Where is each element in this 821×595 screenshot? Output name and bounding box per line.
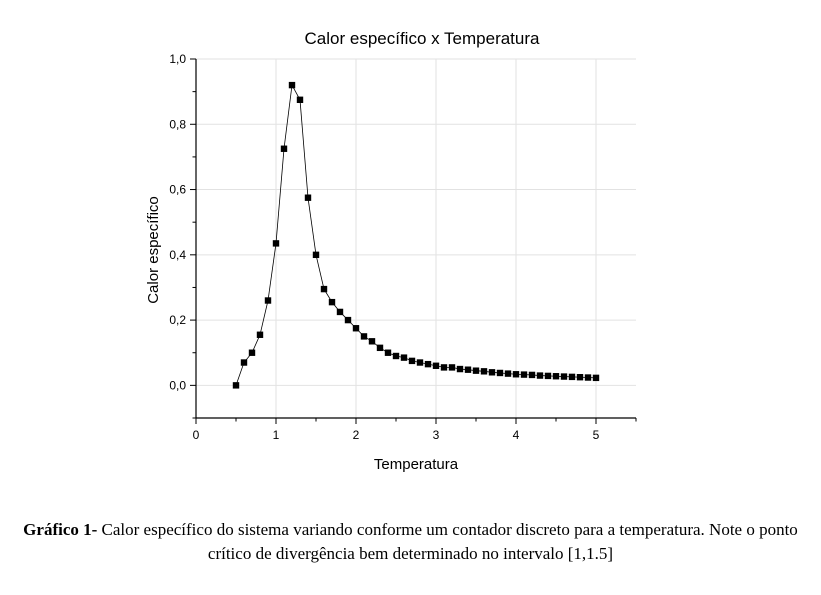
data-point-18 — [376, 344, 384, 352]
caption-label: Gráfico 1- — [23, 520, 98, 539]
data-point-38 — [536, 372, 544, 379]
data-point-29 — [464, 366, 472, 373]
data-point-15 — [352, 325, 360, 332]
x-tick-label-2: 2 — [353, 428, 360, 442]
data-point-8 — [296, 96, 304, 103]
data-point-2 — [248, 349, 256, 356]
y-tick-label-4: 0,8 — [169, 117, 186, 131]
axes — [195, 59, 636, 419]
data-point-40 — [552, 373, 560, 380]
data-point-35 — [512, 371, 520, 378]
data-point-11 — [320, 285, 328, 293]
x-tick-label-4: 4 — [513, 428, 520, 442]
data-point-5 — [272, 240, 280, 247]
data-point-16 — [360, 333, 368, 340]
data-point-24 — [424, 360, 432, 368]
data-point-17 — [368, 338, 376, 345]
figure-caption: Gráfico 1- Calor específico do sistema v… — [0, 518, 821, 566]
data-point-37 — [528, 371, 536, 379]
data-point-3 — [256, 331, 264, 338]
y-axis-label: Calor específico — [145, 196, 162, 304]
chart: 0 1 2 3 4 5 0,0 0,2 0,4 0,6 0,8 1,0 Calor específic… — [145, 29, 637, 473]
ticks: 0 1 2 3 4 5 0,0 0,2 0,4 0,6 0,8 1,0 — [169, 52, 637, 442]
data-point-0 — [232, 382, 240, 389]
data-point-31 — [480, 368, 488, 375]
data-point-13 — [336, 308, 344, 316]
series — [232, 81, 600, 389]
data-point-34 — [504, 370, 512, 377]
chart-title: Calor específico x Temperatura — [305, 29, 541, 48]
data-point-23 — [416, 359, 424, 366]
data-point-28 — [456, 365, 464, 373]
data-point-25 — [432, 362, 440, 369]
y-tick-label-1: 0,2 — [169, 313, 186, 327]
data-point-20 — [392, 352, 400, 360]
data-point-22 — [408, 357, 416, 365]
data-point-36 — [520, 371, 528, 378]
y-tick-label-2: 0,4 — [169, 248, 186, 262]
data-point-32 — [488, 369, 496, 376]
data-point-45 — [592, 374, 600, 382]
data-point-9 — [304, 194, 312, 201]
x-tick-label-0: 0 — [193, 428, 200, 442]
data-point-6 — [280, 145, 288, 152]
data-point-42 — [568, 373, 576, 381]
y-tick-label-3: 0,6 — [169, 183, 186, 197]
data-point-4 — [264, 297, 272, 304]
y-tick-label-5: 1,0 — [169, 52, 186, 66]
data-point-33 — [496, 369, 504, 377]
data-point-43 — [576, 374, 584, 381]
data-point-14 — [344, 316, 352, 324]
data-point-19 — [384, 349, 392, 356]
data-point-39 — [544, 372, 552, 380]
data-point-26 — [440, 364, 448, 371]
data-point-7 — [288, 81, 296, 89]
data-point-10 — [312, 251, 320, 259]
data-point-1 — [240, 359, 248, 366]
data-point-44 — [584, 374, 592, 381]
series-line-0 — [235, 83, 597, 386]
x-tick-label-1: 1 — [273, 428, 280, 442]
x-tick-label-3: 3 — [433, 428, 440, 442]
caption-text: Calor específico do sistema variando con… — [97, 520, 798, 563]
data-point-41 — [560, 373, 568, 380]
data-point-12 — [328, 298, 336, 306]
data-point-21 — [400, 354, 408, 361]
x-tick-label-5: 5 — [593, 428, 600, 442]
data-point-30 — [472, 367, 480, 374]
grid — [195, 58, 636, 418]
y-tick-label-0: 0,0 — [169, 378, 186, 392]
data-point-27 — [448, 364, 456, 371]
x-axis-label: Temperatura — [374, 456, 459, 473]
